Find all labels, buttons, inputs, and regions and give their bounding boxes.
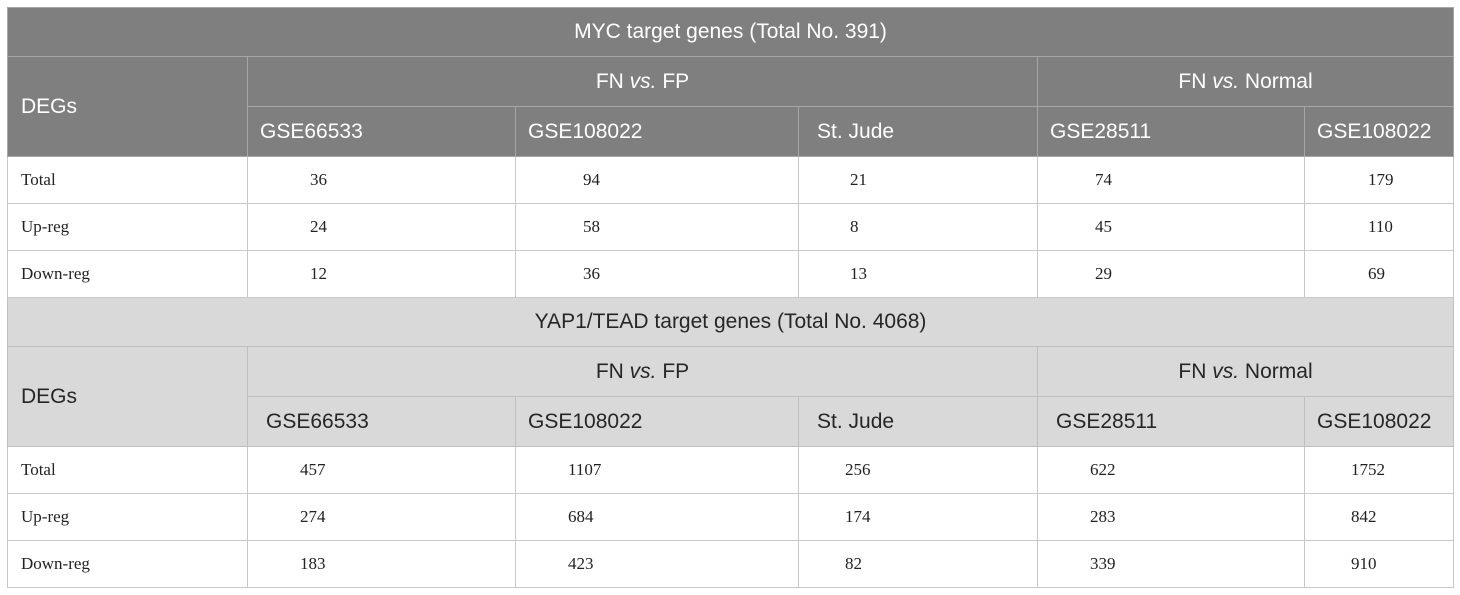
table-cell: 684: [515, 493, 799, 541]
group-header-fn-vs-fp: FN vs. FP: [247, 346, 1038, 397]
table-cell: 1107: [515, 446, 799, 494]
group-header-row: DEGs FN vs. FP FN vs. Normal: [7, 56, 1455, 157]
table-cell: 622: [1037, 446, 1305, 494]
table-cell: 339: [1037, 540, 1305, 588]
table-cell: 283: [1037, 493, 1305, 541]
table-cell: 8: [798, 203, 1038, 251]
block-title-row: YAP1/TEAD target genes (Total No. 4068): [6, 297, 1455, 347]
dataset-header: GSE66533: [247, 396, 516, 447]
table-cell: 179: [1303, 156, 1455, 204]
row-label: Total: [7, 446, 248, 494]
row-label: Down-reg: [7, 250, 248, 298]
table-cell: 842: [1303, 493, 1455, 541]
dataset-header: St. Jude: [798, 106, 1038, 157]
group-header-fn-vs-normal: FN vs. Normal: [1036, 346, 1455, 397]
table-cell: 1752: [1303, 446, 1455, 494]
table-row: Down-reg 12 36 13 29 69: [7, 250, 1455, 298]
dataset-header: St. Jude: [798, 396, 1038, 447]
table-cell: 94: [515, 156, 799, 204]
dataset-header: GSE108022: [515, 396, 799, 447]
dataset-header: GSE28511: [1037, 396, 1305, 447]
table-cell: 36: [515, 250, 799, 298]
table-row: Total 457 1107 256 622 1752: [7, 446, 1455, 494]
dataset-header-row: GSE66533 GSE108022 St. Jude GSE28511 GSE…: [8, 396, 1455, 447]
table-row: Down-reg 183 423 82 339 910: [7, 540, 1455, 588]
table-cell: 29: [1037, 250, 1305, 298]
deg-table: MYC target genes (Total No. 391) DEGs FN…: [6, 7, 1455, 588]
table-cell: 256: [798, 446, 1038, 494]
row-header-degs: DEGs: [7, 346, 248, 447]
table-cell: 13: [798, 250, 1038, 298]
table-cell: 423: [515, 540, 799, 588]
table-cell: 82: [798, 540, 1038, 588]
row-label: Total: [7, 156, 248, 204]
row-label: Up-reg: [7, 493, 248, 541]
table-cell: 36: [247, 156, 516, 204]
table-row: Up-reg 24 58 8 45 110: [7, 203, 1455, 251]
row-label: Up-reg: [7, 203, 248, 251]
dataset-header-row: GSE66533 GSE108022 St. Jude GSE28511 GSE…: [8, 106, 1455, 157]
block-title: MYC target genes (Total No. 391): [6, 7, 1455, 57]
table-cell: 21: [798, 156, 1038, 204]
table-cell: 274: [247, 493, 516, 541]
table-cell: 74: [1037, 156, 1305, 204]
group-header-fn-vs-normal: FN vs. Normal: [1036, 56, 1455, 107]
table-cell: 110: [1303, 203, 1455, 251]
table-cell: 24: [247, 203, 516, 251]
dataset-header: GSE28511: [1037, 106, 1305, 157]
table-cell: 58: [515, 203, 799, 251]
table-row: Up-reg 274 684 174 283 842: [7, 493, 1455, 541]
table-row: Total 36 94 21 74 179: [7, 156, 1455, 204]
dataset-header: GSE66533: [247, 106, 516, 157]
dataset-header: GSE108022: [1303, 106, 1455, 157]
table-cell: 69: [1303, 250, 1455, 298]
block-title: YAP1/TEAD target genes (Total No. 4068): [6, 297, 1455, 347]
table-cell: 45: [1037, 203, 1305, 251]
dataset-header: GSE108022: [515, 106, 799, 157]
row-header-degs: DEGs: [7, 56, 248, 157]
row-label: Down-reg: [7, 540, 248, 588]
group-header-row: DEGs FN vs. FP FN vs. Normal: [7, 346, 1455, 447]
block-title-row: MYC target genes (Total No. 391): [6, 7, 1455, 57]
table-cell: 174: [798, 493, 1038, 541]
table-cell: 183: [247, 540, 516, 588]
dataset-header: GSE108022: [1303, 396, 1455, 447]
group-header-fn-vs-fp: FN vs. FP: [247, 56, 1038, 107]
table-cell: 12: [247, 250, 516, 298]
table-cell: 910: [1303, 540, 1455, 588]
table-cell: 457: [247, 446, 516, 494]
